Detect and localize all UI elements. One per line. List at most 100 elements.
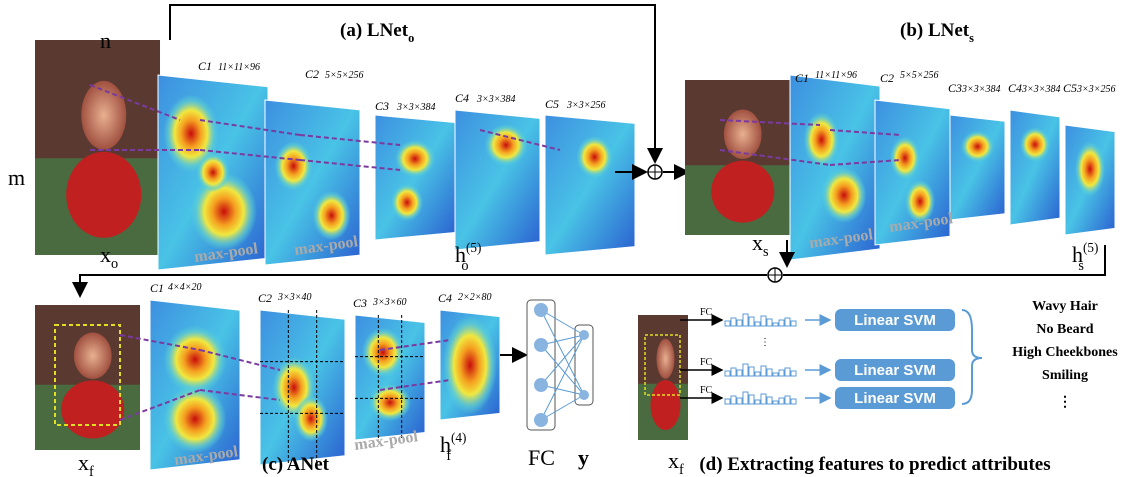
histogram-bar <box>790 370 797 377</box>
histogram-bar <box>724 370 731 377</box>
histogram-bar <box>748 316 755 327</box>
fc-label: FC <box>700 307 713 318</box>
activation <box>890 136 920 180</box>
histogram-bar <box>724 320 731 327</box>
sum-sign <box>768 268 782 282</box>
histogram-bar <box>730 317 737 327</box>
histogram-bar <box>778 369 785 377</box>
dashed-link <box>199 389 281 401</box>
fc-edge <box>540 334 585 346</box>
layer-name: C1 <box>150 281 164 295</box>
fc-label: FC <box>528 445 555 470</box>
histogram-bar <box>766 368 773 377</box>
output-label: h(5) s <box>1072 240 1098 274</box>
activation <box>391 183 423 222</box>
photo-body <box>711 160 775 223</box>
dashed-link <box>479 129 561 151</box>
activation <box>803 112 840 168</box>
input-label: xo <box>100 242 118 272</box>
photo-face <box>81 80 127 150</box>
layer-size: 3×3×384 <box>1021 84 1061 95</box>
photo-body <box>61 380 125 439</box>
layer-name: C3 <box>353 296 367 310</box>
histogram-bar <box>772 400 779 405</box>
panel-title: (d) Extracting features to predict attri… <box>699 454 1050 475</box>
layer-size: 3×3×40 <box>277 292 312 303</box>
activation <box>395 140 435 178</box>
input-label-base: x <box>100 242 111 267</box>
skip-connection <box>169 4 663 164</box>
activation <box>961 130 994 163</box>
input-label: xf <box>668 448 684 477</box>
activation <box>191 172 257 251</box>
histogram-bar <box>784 367 791 377</box>
histogram-bar <box>760 315 767 327</box>
output-label-sup: (5) <box>1083 240 1098 255</box>
layer-name: C5 <box>545 97 559 111</box>
activation <box>163 325 227 394</box>
layer-name: C1 <box>795 71 809 85</box>
face-box <box>54 324 121 426</box>
histogram-bar <box>742 391 749 405</box>
fc-edge <box>540 334 585 421</box>
y-label: y <box>578 445 589 470</box>
histogram-bar <box>784 317 791 327</box>
fc-edge <box>540 334 585 386</box>
activation <box>576 136 613 178</box>
y-node <box>579 330 589 340</box>
layer-size: 3×3×384 <box>396 102 436 113</box>
histogram-bar <box>754 399 761 405</box>
layer-size: 3×3×384 <box>476 94 516 105</box>
dashed-link <box>119 334 201 351</box>
panel-title: (a) LNeto <box>340 20 414 45</box>
activation <box>1020 127 1050 162</box>
dim-m: m <box>8 165 25 190</box>
brace <box>961 309 983 405</box>
output-label-sub: f <box>446 448 451 464</box>
activation <box>1075 141 1105 197</box>
histogram-bar <box>742 313 749 327</box>
output-label-sup: (5) <box>466 240 481 255</box>
fc-node <box>534 303 548 317</box>
histogram-bar <box>742 363 749 377</box>
activation <box>274 141 313 191</box>
fc-node <box>534 338 548 352</box>
dashed-link <box>199 349 281 371</box>
fc-node <box>534 378 548 392</box>
dim-n: n <box>100 28 111 53</box>
layer-name: C2 <box>880 71 894 85</box>
attribute: High Cheekbones <box>1012 345 1118 360</box>
fc-edge <box>540 394 585 421</box>
fc-box <box>526 299 556 431</box>
dashed-link <box>89 84 181 121</box>
layer-size: 5×5×256 <box>900 70 939 81</box>
activation <box>821 167 867 223</box>
histogram-bar <box>754 321 761 327</box>
activation <box>484 124 528 166</box>
attribute: ⋮ <box>1058 395 1072 410</box>
output-label: h(4) f <box>440 430 466 464</box>
histogram-bar <box>760 365 767 377</box>
layer-name: C1 <box>198 59 212 73</box>
output-label-sup: (4) <box>451 430 466 445</box>
histogram-bar <box>748 366 755 377</box>
output-label-sub: o <box>461 258 468 274</box>
feature-map <box>544 114 636 256</box>
activation <box>362 327 404 378</box>
fc-edge <box>540 309 585 336</box>
panel-title: (b) LNets <box>900 20 974 45</box>
input-label: xs <box>752 230 769 260</box>
histogram-bar <box>736 369 743 377</box>
output-label-base: h <box>455 242 466 267</box>
svm-box <box>835 359 955 381</box>
layer-name: C5 <box>1063 81 1077 95</box>
input-label-sub: f <box>679 462 684 477</box>
photo-face <box>73 332 112 379</box>
attribute: Smiling <box>1042 368 1088 383</box>
face-box <box>644 334 681 396</box>
input-label-base: x <box>78 450 89 475</box>
gap-dots: ⋮ <box>760 337 770 348</box>
histogram-bar <box>778 397 785 405</box>
input-label-base: x <box>752 230 763 255</box>
